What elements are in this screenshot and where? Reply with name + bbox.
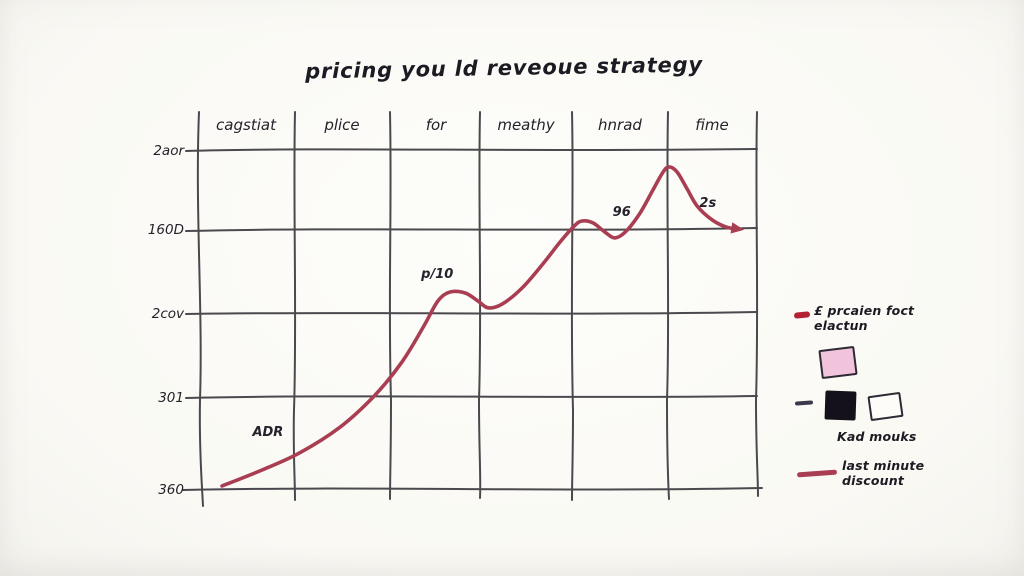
grid-hline <box>185 148 758 152</box>
white-square-swatch <box>867 391 904 422</box>
column-header: fime <box>695 116 729 134</box>
discount-label: last minute discount <box>842 458 925 488</box>
grid-vline <box>477 111 482 499</box>
y-axis-label: 2aor <box>153 143 185 159</box>
grid-vline <box>570 111 575 501</box>
grid-vline-axis <box>196 111 204 507</box>
curve-annotation: 2s <box>699 196 716 211</box>
grid-vline <box>754 111 759 497</box>
grid-hline-bottom <box>182 487 763 491</box>
grid-vline <box>292 111 297 501</box>
column-header: plice <box>323 116 359 134</box>
dark-dash-swatch <box>794 400 814 406</box>
discount-curve <box>220 165 741 488</box>
marks-label: Kad mouks <box>837 429 917 444</box>
grid-hline <box>185 395 758 399</box>
grid-vline <box>665 111 670 500</box>
y-axis-label: 160D <box>148 222 184 238</box>
red-line-swatch <box>796 469 838 477</box>
column-header: cagstiat <box>216 116 277 134</box>
y-axis-label: 360 <box>158 482 184 498</box>
y-axis-label: 2cov <box>152 306 185 322</box>
column-header: hnrad <box>598 116 642 134</box>
black-square-swatch <box>824 390 857 421</box>
curve-annotation: 96 <box>613 205 631 220</box>
curve-annotation: p/10 <box>420 267 453 282</box>
grid-vline <box>388 111 393 500</box>
grid-lines <box>182 111 763 507</box>
red-dash-swatch <box>793 311 811 319</box>
grid-hline <box>185 311 758 315</box>
column-header: meathy <box>497 116 555 134</box>
column-header: for <box>426 116 447 134</box>
grid-hline <box>185 227 758 232</box>
y-axis-label: 301 <box>158 390 184 406</box>
curve-arrowhead <box>730 222 745 234</box>
pink-square-swatch <box>818 345 858 380</box>
curve-annotation: ADR <box>251 425 283 440</box>
legend: £ prcaien foct elactun Kad mouks last mi… <box>780 295 1010 525</box>
legend-item-label: £ prcaien foct elactun <box>814 303 915 333</box>
